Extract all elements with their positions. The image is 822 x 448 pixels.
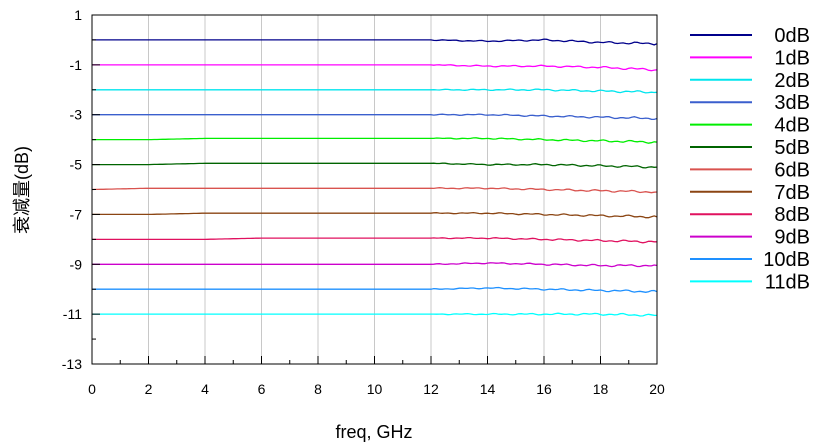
- legend-label: 2dB: [774, 70, 810, 92]
- grid-lines: [148, 15, 601, 364]
- series-line-3dB: [92, 113, 658, 121]
- series-line-5dB: [92, 162, 658, 169]
- legend-label: 6dB: [774, 159, 810, 181]
- series-line-0dB: [92, 38, 658, 46]
- series-line-6dB: [91, 187, 658, 194]
- y-tick-label: -7: [70, 206, 83, 222]
- y-tick-label: -13: [62, 356, 82, 372]
- x-tick-label: 4: [201, 381, 209, 397]
- legend-label: 0dB: [774, 25, 810, 47]
- legend-label: 7dB: [774, 182, 810, 204]
- y-tick-label: -11: [63, 306, 82, 322]
- x-tick-label: 6: [258, 381, 266, 397]
- x-tick-label: 18: [593, 381, 609, 397]
- legend-label: 8dB: [774, 204, 810, 226]
- legend-label: 5dB: [774, 137, 810, 159]
- legend-label: 10dB: [763, 249, 810, 271]
- series-line-2dB: [92, 88, 658, 94]
- y-tick-label: -9: [70, 256, 83, 272]
- series-line-9dB: [92, 262, 658, 268]
- series-line-4dB: [92, 137, 658, 144]
- axes: [91, 14, 658, 365]
- legend-label: 4dB: [774, 115, 810, 137]
- series-line-8dB: [92, 236, 657, 244]
- x-tick-label: 16: [536, 381, 552, 397]
- y-tick-label: -3: [70, 107, 83, 123]
- legend-label: 9dB: [774, 227, 810, 249]
- series-line-10dB: [92, 286, 658, 293]
- y-tick-label: 1: [74, 7, 82, 23]
- series-line-1dB: [92, 64, 658, 72]
- x-tick-label: 20: [649, 381, 665, 397]
- series-line-11dB: [92, 312, 658, 317]
- x-tick-label: 2: [145, 381, 153, 397]
- x-tick-label: 8: [314, 381, 322, 397]
- x-tick-label: 10: [367, 381, 383, 397]
- y-tick-label: -1: [70, 57, 83, 73]
- legend-label: 1dB: [774, 47, 810, 69]
- x-tick-label: 14: [480, 381, 496, 397]
- x-tick-label: 12: [423, 381, 439, 397]
- y-axis-label: 衰减量(dB): [12, 146, 32, 234]
- tick-labels: 0 2 4 6 8 10 12 14 16 18 20 1 -1 -3 -5 -7 -9 -11 -13: [62, 7, 665, 397]
- x-tick-label: 0: [88, 381, 96, 397]
- legend-label: 3dB: [774, 92, 810, 114]
- plot-area: [91, 38, 658, 317]
- legend-label: 11dB: [765, 271, 810, 293]
- y-tick-label: -5: [70, 157, 83, 173]
- x-axis-label: freq, GHz: [335, 422, 412, 442]
- series-line-7dB: [92, 211, 658, 219]
